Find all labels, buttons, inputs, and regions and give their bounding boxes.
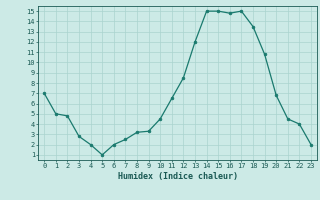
X-axis label: Humidex (Indice chaleur): Humidex (Indice chaleur) bbox=[118, 172, 238, 181]
